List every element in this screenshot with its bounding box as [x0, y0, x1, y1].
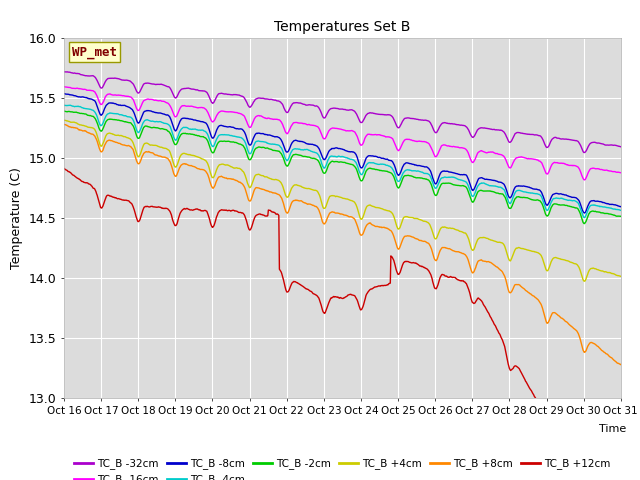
Title: Temperatures Set B: Temperatures Set B [274, 21, 411, 35]
Text: WP_met: WP_met [72, 46, 117, 59]
Text: Time: Time [599, 423, 627, 433]
Y-axis label: Temperature (C): Temperature (C) [10, 168, 23, 269]
Legend: TC_B -32cm, TC_B -16cm, TC_B -8cm, TC_B -4cm, TC_B -2cm, TC_B +4cm, TC_B +8cm, T: TC_B -32cm, TC_B -16cm, TC_B -8cm, TC_B … [70, 454, 614, 480]
